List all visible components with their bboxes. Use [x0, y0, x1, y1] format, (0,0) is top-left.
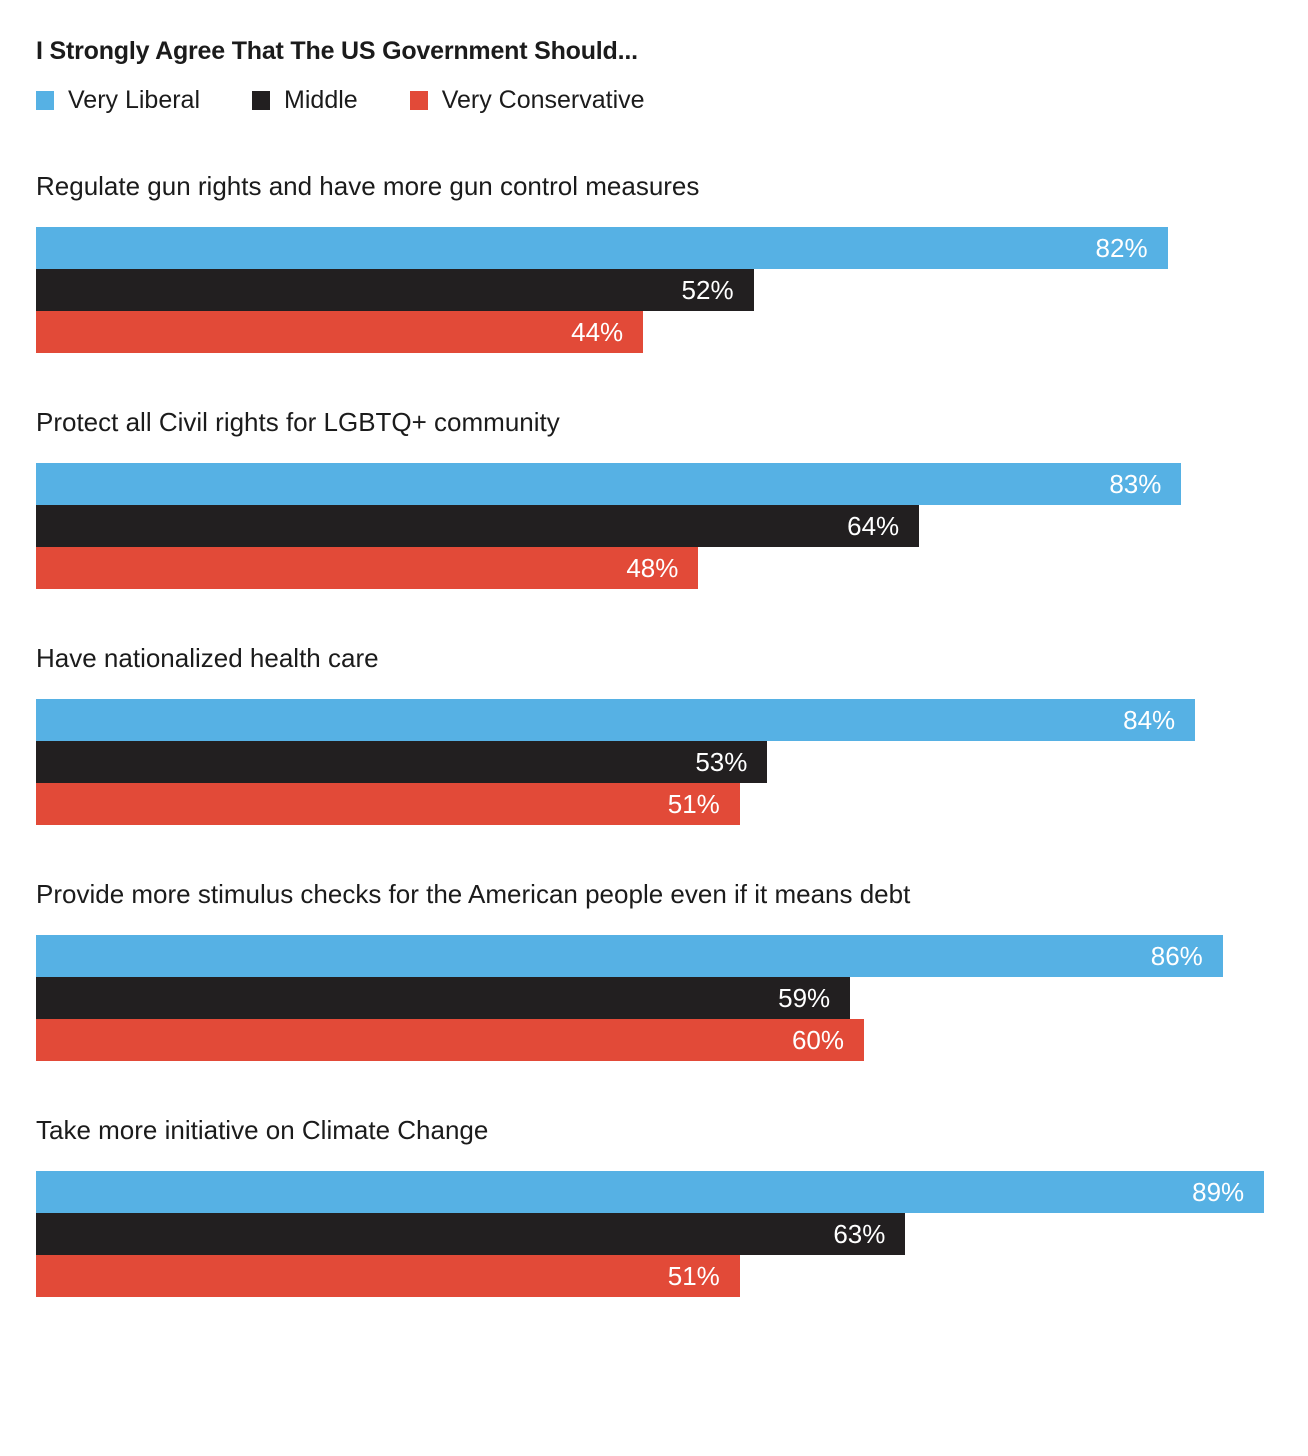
bar-very-conservative: 48%: [36, 547, 699, 589]
bar-very-conservative: 51%: [36, 1255, 740, 1297]
bar-middle: 52%: [36, 269, 754, 311]
bar-value-label: 83%: [1109, 469, 1162, 499]
bar-group: Provide more stimulus checks for the Ame…: [36, 878, 1272, 1061]
bar-value-label: 82%: [1095, 233, 1148, 263]
bar-stack: 82% 52% 44%: [36, 227, 1272, 353]
bar-very-liberal: 86%: [36, 935, 1223, 977]
bar-groups: Regulate gun rights and have more gun co…: [36, 170, 1272, 1297]
legend-swatch-very-conservative: [409, 90, 428, 110]
bar-middle: 59%: [36, 977, 851, 1019]
bar-very-conservative: 44%: [36, 311, 644, 353]
bar-value-label: 63%: [833, 1219, 886, 1249]
bar-very-liberal: 83%: [36, 463, 1182, 505]
bar-group: Have nationalized health care 84% 53% 51%: [36, 642, 1272, 825]
category-label: Regulate gun rights and have more gun co…: [36, 171, 700, 201]
legend-item-very-conservative: Very Conservative: [409, 86, 645, 114]
bar-value-label: 51%: [667, 789, 720, 819]
legend-swatch-very-liberal: [36, 90, 54, 110]
bar-value-label: 86%: [1150, 941, 1203, 971]
legend: Very Liberal Middle Very Conservative: [36, 87, 1272, 113]
category-label: Have nationalized health care: [36, 643, 379, 673]
bar-value-label: 51%: [667, 1261, 720, 1291]
legend-label-very-conservative: Very Conservative: [441, 86, 645, 114]
bar-stack: 86% 59% 60%: [36, 935, 1272, 1061]
bar-chart: I Strongly Agree That The US Government …: [36, 37, 1272, 1297]
bar-value-label: 89%: [1192, 1177, 1245, 1207]
bar-stack: 84% 53% 51%: [36, 699, 1272, 825]
bar-value-label: 53%: [695, 747, 748, 777]
bar-value-label: 84%: [1123, 705, 1176, 735]
bar-value-label: 52%: [681, 275, 734, 305]
category-label: Take more initiative on Climate Change: [36, 1115, 489, 1145]
category-label: Provide more stimulus checks for the Ame…: [36, 879, 911, 909]
legend-item-very-liberal: Very Liberal: [36, 87, 200, 113]
bar-value-label: 59%: [778, 983, 831, 1013]
bar-very-conservative: 51%: [36, 783, 740, 825]
bar-value-label: 48%: [626, 553, 679, 583]
bar-value-label: 60%: [791, 1025, 844, 1055]
legend-label-very-liberal: Very Liberal: [68, 86, 201, 114]
bar-very-liberal: 84%: [36, 699, 1196, 741]
bar-group: Regulate gun rights and have more gun co…: [36, 170, 1272, 353]
bar-stack: 83% 64% 48%: [36, 463, 1272, 589]
bar-group: Take more initiative on Climate Change 89…: [36, 1114, 1272, 1297]
legend-item-middle: Middle: [252, 87, 358, 113]
bar-very-liberal: 89%: [36, 1171, 1265, 1213]
bar-very-liberal: 82%: [36, 227, 1168, 269]
category-label: Protect all Civil rights for LGBTQ+ comm…: [36, 407, 560, 437]
legend-label-middle: Middle: [284, 86, 358, 114]
bar-value-label: 64%: [847, 511, 900, 541]
chart-title: I Strongly Agree That The US Government …: [36, 37, 638, 65]
bar-value-label: 44%: [571, 317, 624, 347]
bar-group: Protect all Civil rights for LGBTQ+ comm…: [36, 406, 1272, 589]
bar-very-conservative: 60%: [36, 1019, 864, 1061]
bar-middle: 53%: [36, 741, 768, 783]
bar-middle: 64%: [36, 505, 920, 547]
bar-stack: 89% 63% 51%: [36, 1171, 1272, 1297]
bar-middle: 63%: [36, 1213, 906, 1255]
legend-swatch-middle: [252, 90, 271, 110]
